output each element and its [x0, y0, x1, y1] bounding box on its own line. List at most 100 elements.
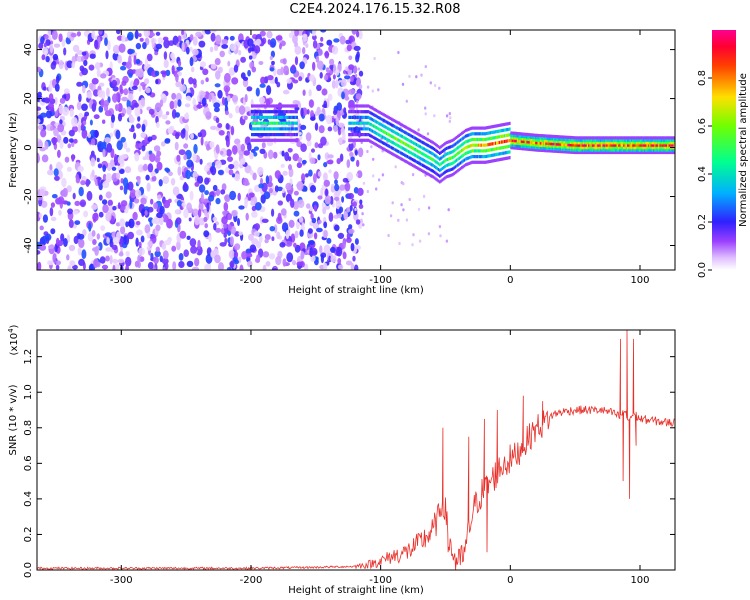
- ridge-cell: [642, 143, 645, 147]
- ridge-cell: [588, 146, 590, 150]
- ridge-cell: [436, 149, 438, 153]
- ridge-cell: [365, 127, 367, 131]
- ridge-cell: [485, 137, 488, 141]
- noise-cell: [176, 66, 183, 71]
- spectrogram-y-tick-label: -20: [23, 188, 34, 204]
- ridge-cell: [505, 134, 507, 138]
- ridge-cell: [494, 158, 497, 162]
- noise-cell: [204, 177, 210, 185]
- ridge-cell: [638, 138, 641, 142]
- ridge-cell: [499, 152, 502, 156]
- noise-cell: [146, 182, 151, 192]
- noise-cell: [168, 198, 172, 203]
- ridge-cell: [629, 138, 632, 142]
- ridge-cell: [365, 115, 367, 119]
- ridge-cell: [532, 135, 534, 140]
- noise-cell: [37, 118, 41, 124]
- ridge-cell: [475, 137, 477, 142]
- ridge-cell: [278, 121, 280, 125]
- ridge-cell: [646, 141, 649, 145]
- ridge-cell: [354, 104, 357, 108]
- noise-cell: [325, 188, 329, 197]
- noise-cell: [312, 30, 317, 37]
- ridge-cell: [629, 148, 632, 152]
- ridge-cell: [353, 127, 355, 131]
- noise-cell: [167, 126, 174, 135]
- noise-cell: [114, 263, 120, 270]
- ridge-cell: [362, 133, 365, 137]
- ridge-cell: [420, 151, 423, 155]
- ridge-cell: [380, 128, 383, 133]
- ridge-cell: [503, 157, 506, 161]
- ridge-cell: [573, 146, 576, 150]
- noise-cell: [107, 199, 114, 207]
- noise-cell: [104, 137, 111, 143]
- ridge-cell: [586, 148, 589, 152]
- ridge-cell: [612, 143, 615, 147]
- ridge-cell: [608, 141, 611, 145]
- ridge-cell: [592, 141, 594, 145]
- noise-cell: [220, 189, 226, 195]
- ridge-cell: [616, 143, 619, 147]
- ridge-cell: [498, 123, 501, 127]
- ridge-cell: [545, 139, 547, 143]
- ridge-cell: [369, 110, 371, 115]
- noise-cell: [90, 157, 96, 167]
- ridge-cell: [541, 146, 543, 150]
- noise-cell: [204, 264, 209, 270]
- noise-cell: [37, 66, 42, 73]
- colorbar-ticks: 0.00.20.40.60.8: [697, 70, 712, 278]
- ridge-cell: [629, 136, 632, 140]
- ridge-cell: [547, 141, 550, 146]
- noise-cell: [137, 178, 141, 185]
- noise-cell: [52, 253, 57, 263]
- ridge-cell: [265, 115, 267, 119]
- ridge-cell: [409, 127, 411, 132]
- noise-cell: [62, 106, 70, 117]
- noise-cell: [172, 261, 177, 270]
- ridge-cell: [362, 138, 365, 142]
- ridge-cell: [528, 140, 531, 144]
- ridge-cell: [509, 156, 511, 160]
- ridge-cell: [410, 134, 413, 138]
- ridge-cell: [288, 104, 291, 108]
- noise-cell: [162, 213, 167, 220]
- noise-cell: [439, 234, 442, 238]
- noise-cell: [55, 237, 60, 246]
- ridge-cell: [490, 148, 493, 152]
- noise-cell: [146, 232, 151, 239]
- ridge-cell: [529, 143, 532, 147]
- ridge-cell: [401, 146, 403, 150]
- ridge-cell: [537, 136, 540, 140]
- ridge-cell: [529, 133, 532, 137]
- ridge-cell: [439, 174, 441, 178]
- noise-cell: [229, 43, 237, 52]
- ridge-cell: [558, 145, 560, 149]
- noise-cell: [105, 191, 112, 199]
- noise-cell: [317, 171, 322, 177]
- ridge-cell: [665, 136, 668, 140]
- ridge-cell: [352, 110, 354, 114]
- ridge-cell: [356, 115, 358, 119]
- ridge-cell: [422, 163, 424, 167]
- noise-cell: [213, 223, 217, 231]
- colorbar-tick-label: 0.4: [697, 166, 708, 182]
- noise-cell: [146, 53, 153, 62]
- noise-cell: [159, 205, 165, 215]
- ridge-cell: [348, 115, 350, 119]
- ridge-cell: [256, 127, 258, 131]
- noise-cell: [61, 177, 67, 188]
- ridge-cell: [489, 125, 492, 129]
- noise-cell: [144, 57, 148, 67]
- ridge-cell: [655, 146, 658, 150]
- noise-cell: [269, 78, 276, 84]
- ridge-cell: [398, 133, 401, 137]
- noise-cell: [172, 35, 179, 46]
- noise-cell: [265, 175, 270, 185]
- ridge-cell: [559, 140, 562, 144]
- ridge-cell: [557, 140, 559, 144]
- ridge-cell: [475, 149, 477, 153]
- ridge-cell: [658, 146, 660, 150]
- ridge-cell: [545, 141, 547, 145]
- ridge-cell: [524, 135, 527, 139]
